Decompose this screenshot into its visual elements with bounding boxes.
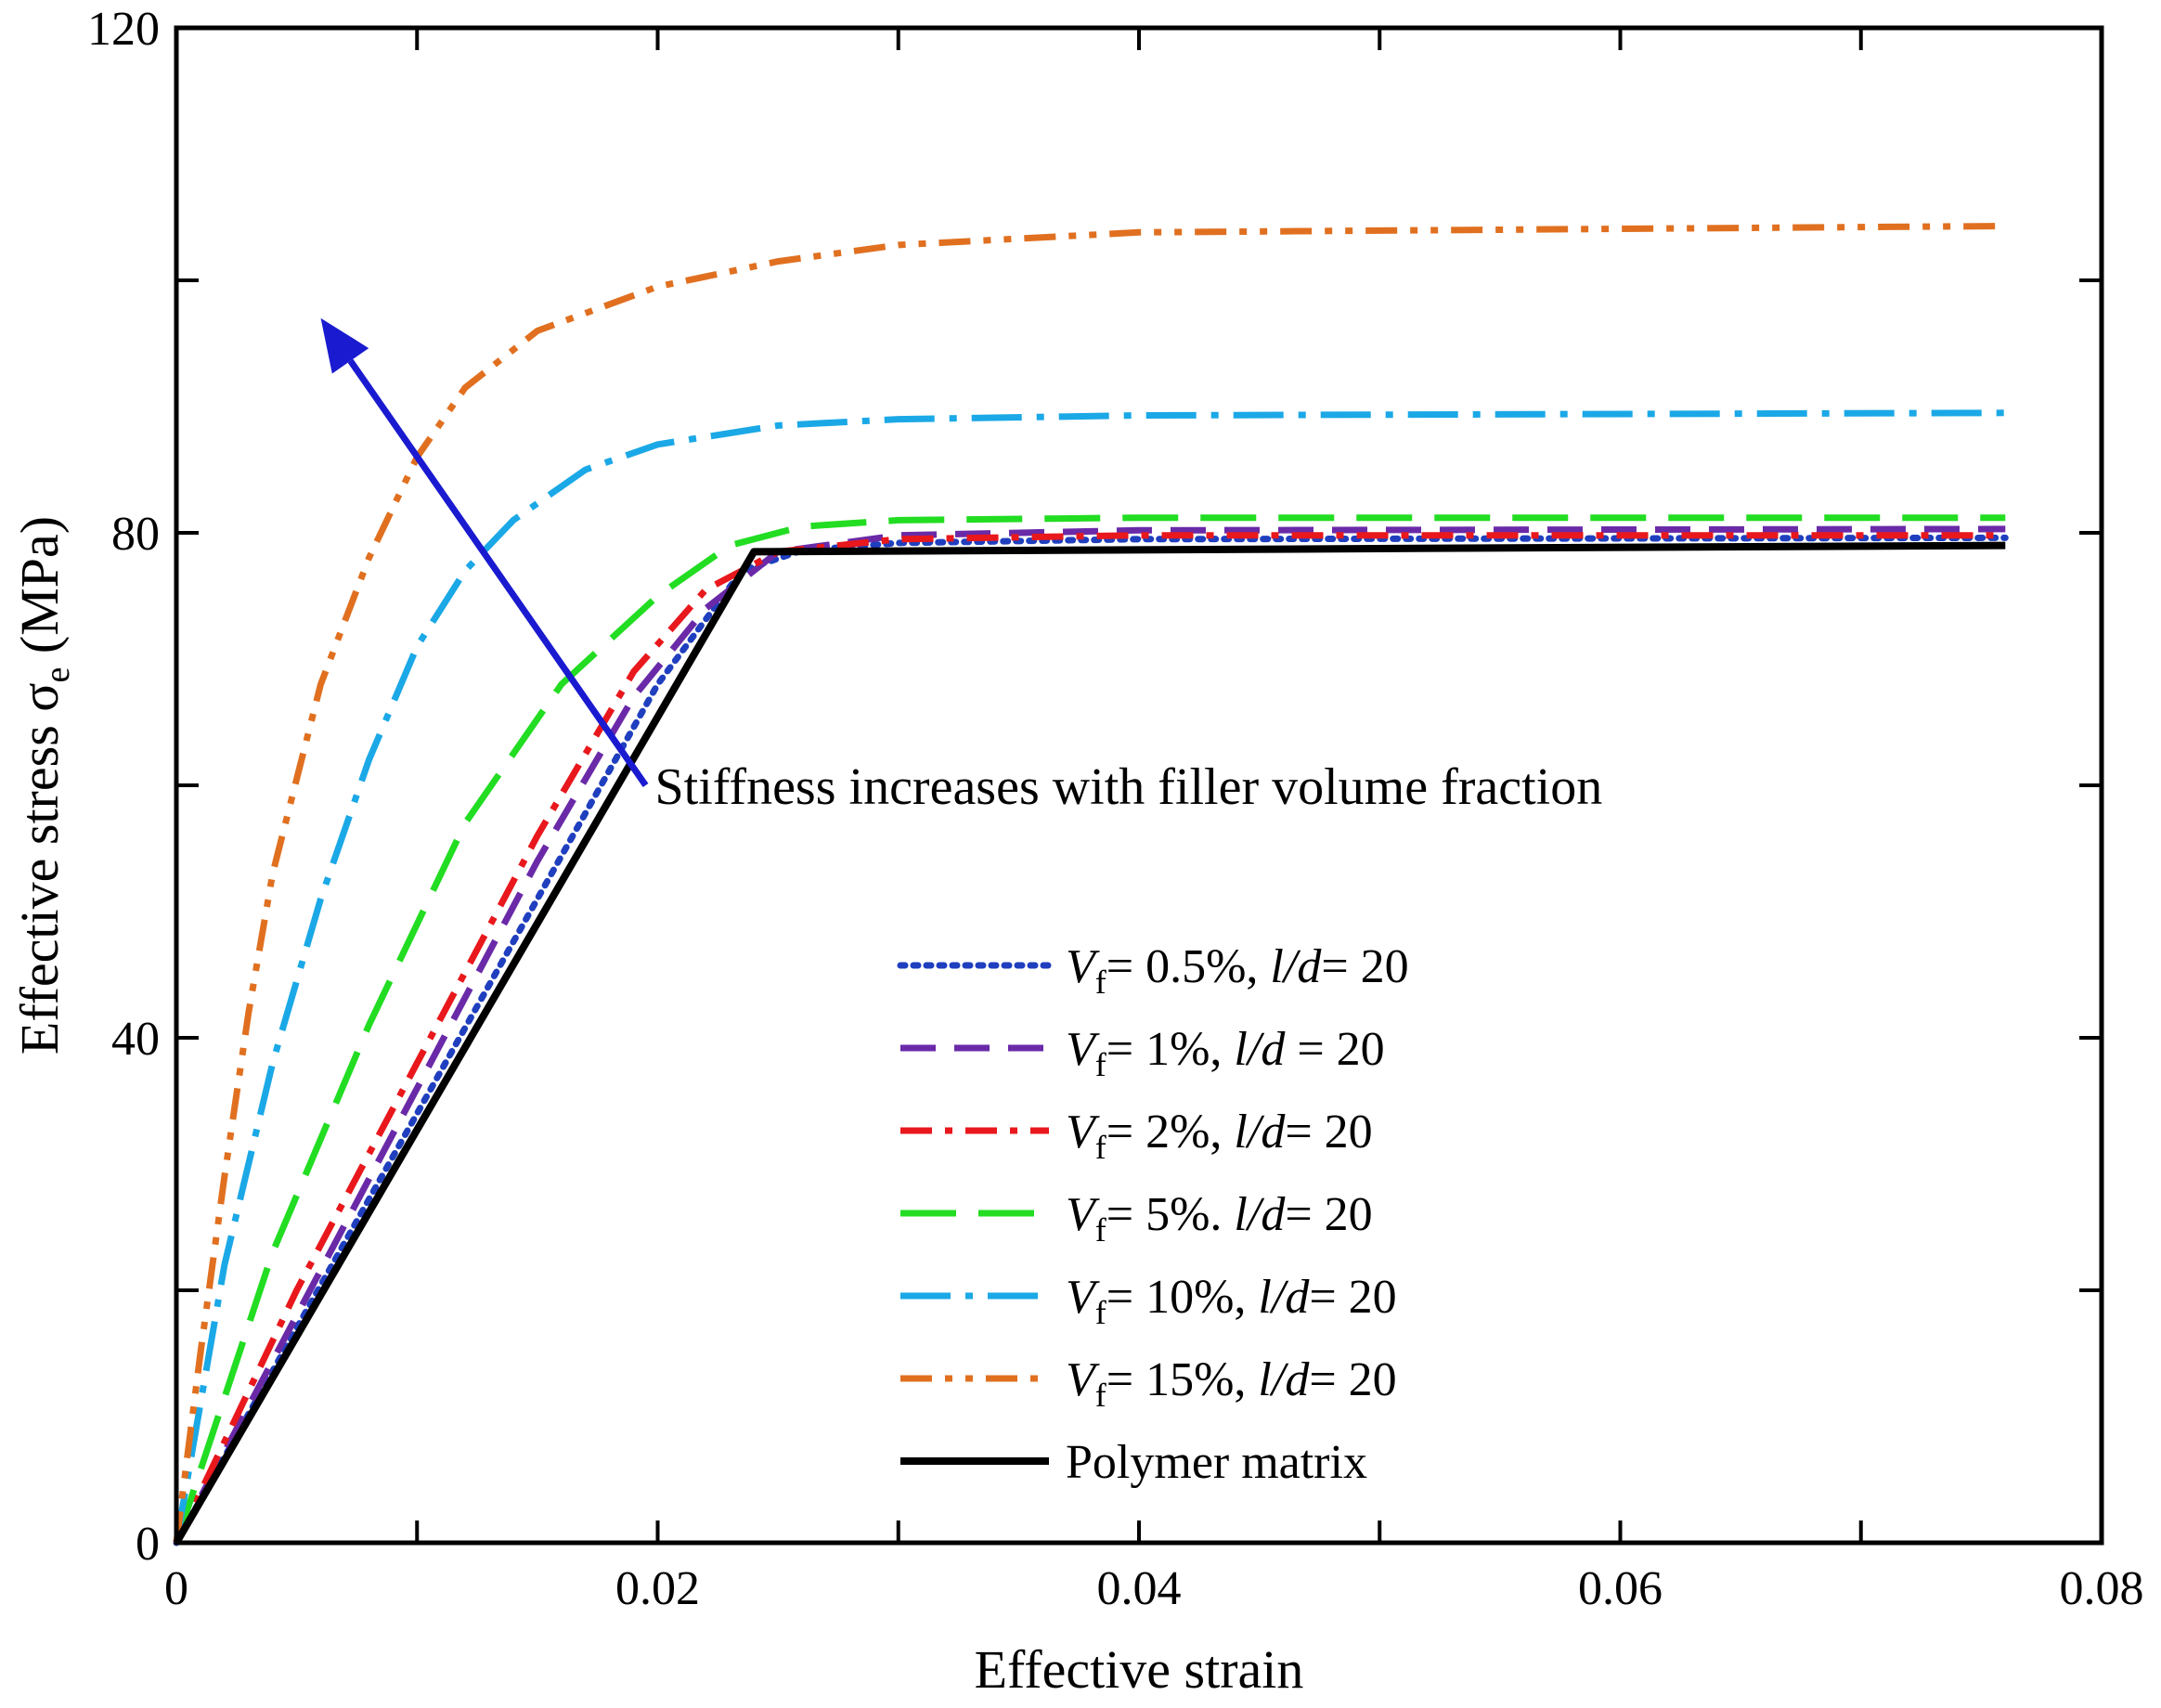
y-axis-label-subscript: e [38, 667, 77, 683]
y-tick-label: 0 [136, 1518, 160, 1571]
series-line-3 [173, 514, 2006, 1545]
annotation-arrowhead [320, 317, 369, 374]
series-line-1 [173, 525, 2006, 1545]
tick-layer: 0 0.02 0.04 0.06 0.08 0 40 80 120 [87, 3, 2144, 1615]
annotation-layer: Stiffness increases with filler volume f… [320, 317, 1603, 816]
y-axis-label: Effective stress σe (MPa) [9, 516, 77, 1055]
x-tick-label: 0.04 [1097, 1562, 1182, 1615]
series-layer [173, 223, 2009, 1546]
annotation-arrow [347, 358, 649, 787]
series-line-0 [173, 534, 2009, 1546]
x-tick-label: 0.08 [2060, 1562, 2144, 1615]
legend-label-1: Vf= 1%, l/d = 20 [1066, 1023, 1385, 1083]
x-axis-label: Effective strain [975, 1639, 1304, 1700]
legend: Vf= 0.5%, l/d= 20 Vf= 1%, l/d = 20 Vf= 2%,… [897, 940, 1409, 1489]
series-line-6 [173, 541, 2006, 1546]
x-tick-label: 0.02 [615, 1562, 700, 1615]
x-tick-label: 0.06 [1578, 1562, 1663, 1615]
legend-label-4: Vf= 10%, l/d= 20 [1066, 1271, 1397, 1331]
y-axis-label-main: Effective stress σ [9, 682, 70, 1055]
legend-label-0: Vf= 0.5%, l/d= 20 [1066, 940, 1409, 1001]
y-tick-label: 40 [111, 1013, 160, 1066]
series-line-2 [173, 532, 2006, 1545]
series-line-4 [173, 409, 2006, 1544]
x-tick-label: 0 [164, 1562, 188, 1615]
series-line-5 [173, 223, 2006, 1544]
legend-label-5: Vf= 15%, l/d= 20 [1066, 1353, 1397, 1414]
legend-label-2: Vf= 2%, l/d= 20 [1066, 1106, 1373, 1166]
legend-label-6: Polymer matrix [1066, 1436, 1367, 1489]
legend-label-3: Vf= 5%. l/d= 20 [1066, 1188, 1373, 1249]
y-tick-label: 80 [111, 508, 160, 561]
y-tick-label: 120 [87, 3, 160, 56]
annotation-text: Stiffness increases with filler volume f… [655, 758, 1603, 816]
y-axis-label-unit: (MPa) [9, 516, 70, 667]
